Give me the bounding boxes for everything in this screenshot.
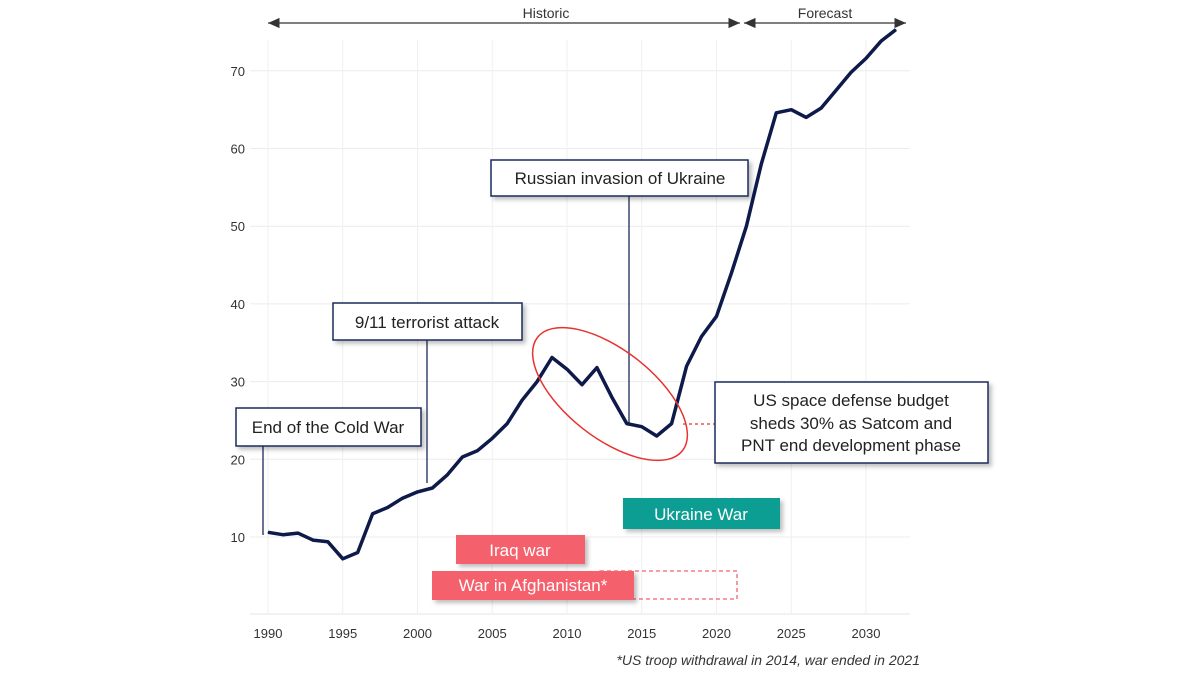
data-point	[895, 29, 897, 31]
ukraine-war-bar	[623, 498, 780, 529]
y-tick-label: 70	[231, 64, 245, 79]
data-point	[805, 116, 807, 118]
data-point	[745, 225, 747, 227]
x-tick-label: 2025	[777, 626, 806, 641]
x-tick-label: 2020	[702, 626, 731, 641]
data-point	[626, 423, 628, 425]
data-point	[282, 534, 284, 536]
annotation-ukraine-invasion: Russian invasion of Ukraine	[490, 159, 749, 197]
data-point	[372, 513, 374, 515]
data-point	[865, 57, 867, 59]
data-point	[387, 506, 389, 508]
data-point	[417, 491, 418, 493]
annotation-budget-line-3: PNT end development phase	[741, 436, 961, 455]
data-point	[342, 558, 344, 560]
data-point	[701, 336, 703, 338]
x-tick-label: 2005	[478, 626, 507, 641]
data-point	[775, 112, 777, 114]
y-tick-label: 30	[231, 375, 245, 390]
data-point	[506, 423, 508, 425]
iraq-war-bar	[456, 535, 585, 564]
data-point	[431, 487, 433, 489]
x-tick-label: 2030	[852, 626, 881, 641]
data-point	[730, 272, 732, 274]
y-tick-label: 40	[231, 297, 245, 312]
y-tick-label: 50	[231, 219, 245, 234]
data-point	[686, 365, 688, 367]
afghanistan-war-bar	[432, 571, 634, 600]
data-point	[581, 384, 583, 386]
data-point	[760, 163, 762, 165]
data-point	[297, 532, 299, 534]
x-axis: 1990 1995 2000 2005 2010 2015 2020 2025 2030	[254, 626, 881, 641]
afghanistan-war-label: War in Afghanistan*	[459, 576, 608, 595]
data-point	[835, 89, 837, 91]
x-tick-label: 1990	[254, 626, 283, 641]
data-point	[536, 381, 538, 383]
data-point	[611, 396, 613, 398]
data-point	[327, 541, 329, 543]
data-point	[491, 437, 493, 439]
data-point	[476, 450, 478, 452]
y-tick-label: 60	[231, 142, 245, 157]
series-line	[267, 28, 897, 561]
footnote: *US troop withdrawal in 2014, war ended …	[616, 652, 920, 668]
data-points	[267, 29, 897, 560]
annotation-ukraine-invasion-text: Russian invasion of Ukraine	[515, 169, 726, 188]
data-point	[402, 497, 404, 499]
data-point	[641, 426, 643, 428]
annotation-budget: US space defense budget sheds 30% as Sat…	[714, 381, 989, 464]
data-point	[312, 539, 314, 541]
iraq-war-label: Iraq war	[489, 541, 551, 560]
forecast-label: Forecast	[798, 5, 853, 21]
annotation-cold-war: End of the Cold War	[235, 407, 422, 447]
data-point	[596, 367, 598, 369]
x-tick-label: 2010	[553, 626, 582, 641]
annotation-911-text: 9/11 terrorist attack	[355, 313, 500, 332]
data-point	[716, 315, 717, 317]
data-point	[850, 71, 852, 73]
y-axis: 10 20 30 40 50 60 70	[231, 64, 245, 545]
y-tick-label: 10	[231, 530, 245, 545]
data-point	[880, 40, 882, 42]
data-point	[551, 357, 553, 359]
data-point	[566, 368, 568, 370]
highlight-ellipse	[531, 326, 689, 462]
y-tick-label: 20	[231, 452, 245, 467]
period-indicators: Historic Forecast	[268, 5, 906, 29]
annotation-budget-line-2: sheds 30% as Satcom and	[750, 414, 952, 433]
ukraine-war-label: Ukraine War	[654, 505, 748, 524]
data-point	[671, 423, 673, 425]
x-tick-label: 2000	[403, 626, 432, 641]
event-bars: Iraq war War in Afghanistan* Ukraine War	[432, 498, 780, 600]
data-point	[357, 552, 359, 554]
data-point	[446, 474, 448, 476]
data-point	[521, 399, 523, 401]
annotation-cold-war-text: End of the Cold War	[252, 418, 405, 437]
x-tick-label: 2015	[627, 626, 656, 641]
x-tick-label: 1995	[328, 626, 357, 641]
data-point	[656, 435, 658, 437]
annotation-budget-line-1: US space defense budget	[753, 391, 949, 410]
data-point	[790, 109, 792, 111]
data-point	[267, 531, 269, 533]
historic-label: Historic	[523, 5, 570, 21]
annotation-911: 9/11 terrorist attack	[332, 302, 523, 341]
data-point	[461, 456, 463, 458]
data-point	[820, 107, 822, 109]
